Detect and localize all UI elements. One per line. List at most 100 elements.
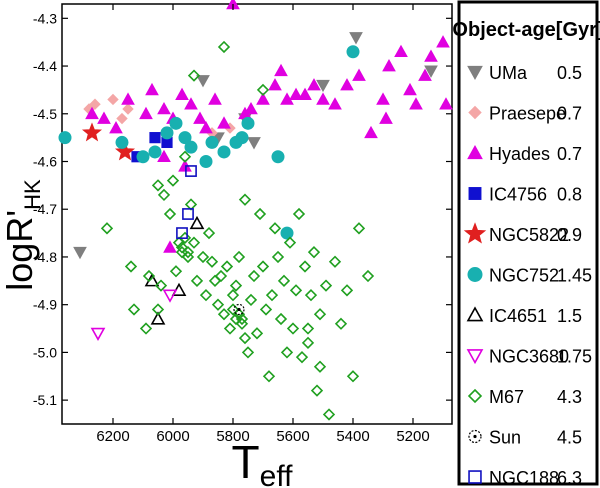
point-m67 [175,241,189,254]
point-praesepe [122,103,134,115]
point-m67 [157,188,171,202]
x-tick-label: 6000 [156,428,189,445]
point-m67 [190,274,204,287]
point-hyades [208,92,222,105]
x-tick-label: 5200 [396,428,429,445]
legend-marker-ngc752 [467,267,483,282]
legend-marker-m67 [467,388,483,404]
series-ngc188 [176,165,197,239]
point-ngc752 [178,131,192,145]
legend-frame [457,0,599,486]
legend-item-hyades: Hyades 0.7 [467,144,582,164]
point-ngc5822 [81,122,103,142]
point-m67 [253,207,267,221]
point-m67 [187,69,201,82]
legend-age: 0.9 [557,225,582,245]
point-m67 [232,250,246,264]
point-hyades [379,111,393,124]
legend-age: 1.45 [557,266,592,286]
legend-label: Hyades [489,144,550,164]
legend-age: 0.7 [557,104,582,124]
x-tick-label: 5400 [336,428,369,445]
point-hyades [289,87,303,100]
point-ngc5822 [114,141,136,161]
legend-label: NGC5822 [489,225,569,245]
y-tick-label: -4.9 [33,297,57,313]
point-m67 [235,317,249,330]
point-m67 [211,298,225,311]
point-m67 [322,408,336,421]
y-tick-label: -4.7 [33,201,57,217]
point-m67 [265,289,279,302]
point-m67 [346,370,360,383]
legend-age: 4.3 [557,387,582,407]
point-m67 [223,322,237,335]
point-hyades [256,92,270,105]
legend-label: NGC188 [489,468,559,488]
y-tick-label: -4.5 [33,106,57,122]
legend-age: 4.5 [557,428,582,448]
point-hyades [274,63,288,77]
point-hyades [163,240,177,253]
point-ngc188 [185,165,197,177]
point-uma [196,75,210,88]
point-ngc752 [199,155,213,168]
point-m67 [178,231,192,244]
point-m67 [256,83,270,97]
point-hyades [193,111,207,124]
series-hyades [85,0,453,253]
point-m67 [127,303,141,316]
legend-item-ic4651: IC4651 1.5 [466,306,582,326]
point-hyades [175,87,189,100]
plot-frame [61,3,453,425]
point-hyades [217,116,231,129]
point-ngc188 [176,227,188,239]
point-hyades [439,97,453,110]
series-sun [233,303,245,316]
point-m67 [298,260,312,273]
point-m67 [196,250,210,264]
point-hyades [394,44,408,58]
point-hyades [376,92,390,105]
point-hyades [364,125,378,139]
point-m67 [310,384,324,397]
point-m67 [151,179,165,192]
legend-age: 1.5 [557,306,582,326]
point-ngc752 [169,116,183,130]
point-hyades [139,106,153,120]
point-m67 [328,255,342,268]
legend-age: 1.75 [557,347,592,367]
x-tick-label: 6200 [96,428,129,445]
point-m67 [313,308,327,321]
legend-label: NGC3680 [489,347,569,367]
legend-label: UMa [489,63,528,83]
legend-item-uma: UMa 0.5 [467,63,582,83]
point-m67 [163,207,177,221]
point-m67 [187,236,201,249]
point-m67 [142,269,156,283]
x-tick-label: 5600 [276,428,309,445]
point-sun [233,303,245,316]
point-m67 [304,289,318,302]
point-m67 [205,255,219,268]
y-tick-label: -4.8 [33,249,57,265]
point-m67 [259,303,273,316]
point-hyades [418,68,432,81]
legend-age: 6.3 [557,468,582,488]
point-ngc752 [148,145,162,159]
point-hyades [382,59,396,72]
legend-label: IC4756 [489,185,547,205]
point-ngc752 [205,135,219,149]
point-ngc3680 [162,289,178,303]
point-ngc3680 [90,327,106,341]
point-hyades [244,101,258,115]
legend-label: IC4651 [489,306,547,326]
point-m67 [268,222,282,235]
point-m67 [214,269,228,283]
legend-title: Object-age[Gyr] [452,19,600,41]
point-ngc188 [182,208,194,220]
